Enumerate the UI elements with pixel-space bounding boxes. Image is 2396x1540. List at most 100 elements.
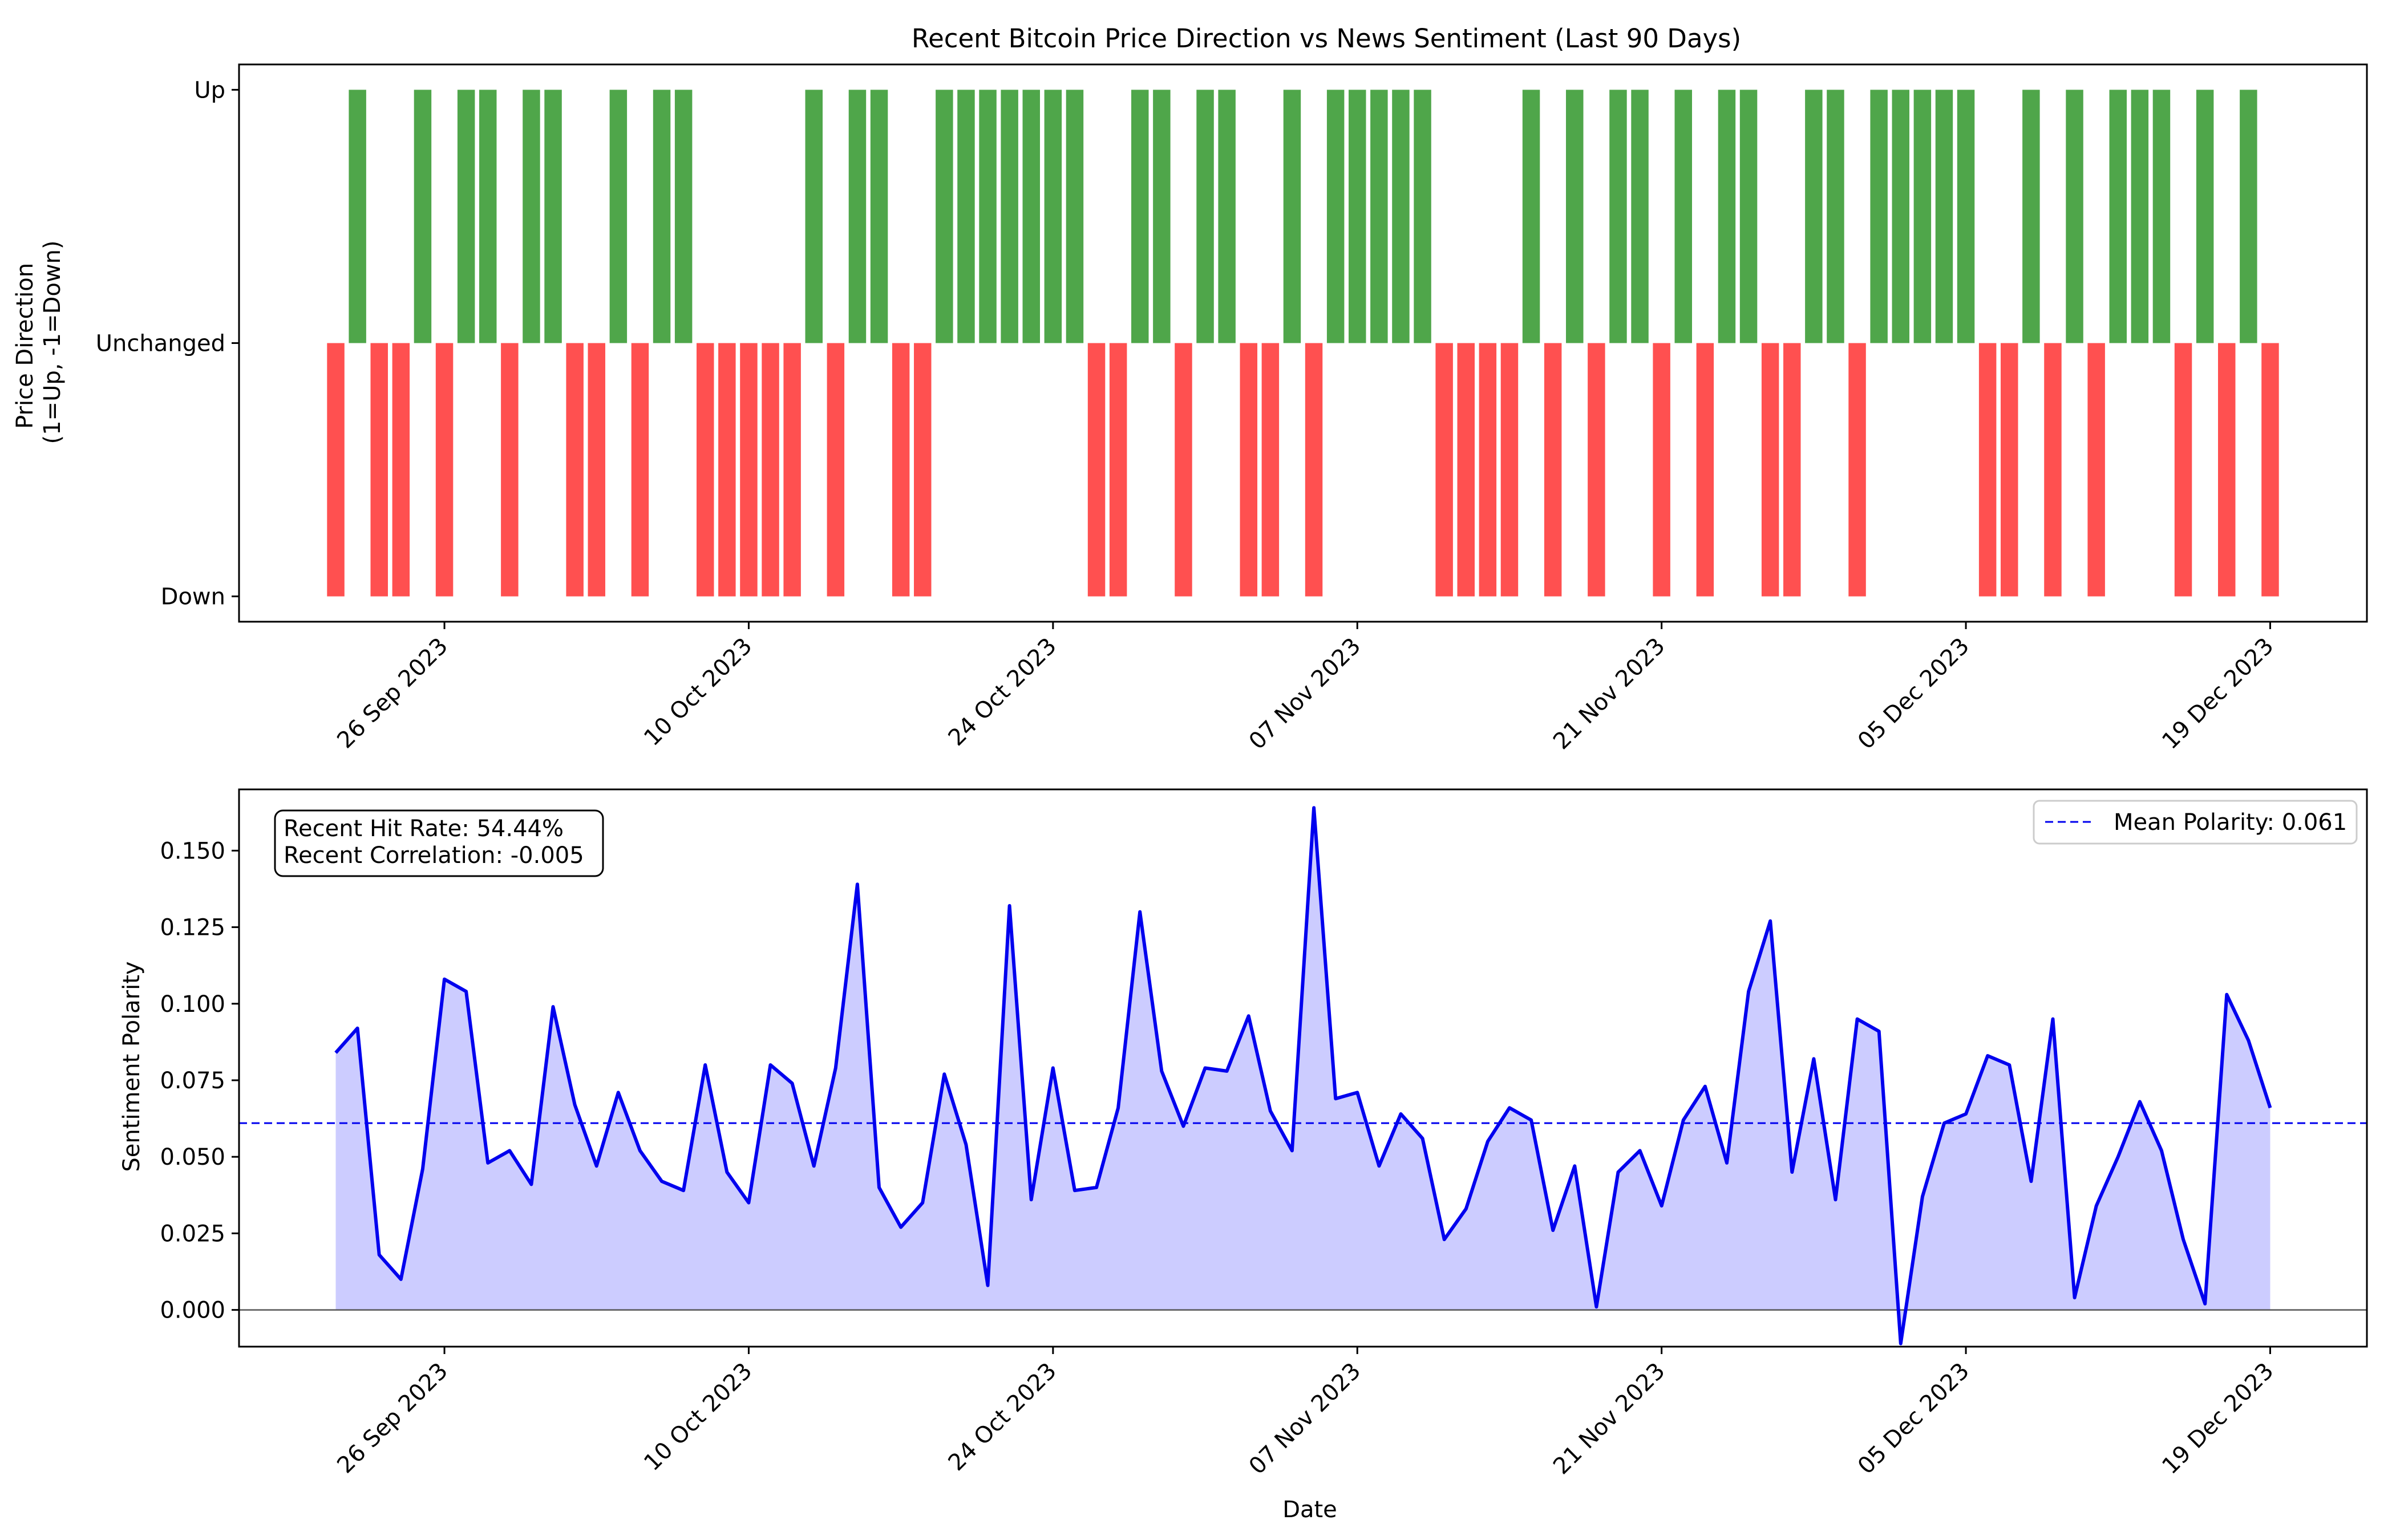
up-bar bbox=[349, 90, 366, 343]
chart-title: Recent Bitcoin Price Direction vs News S… bbox=[912, 23, 1741, 54]
up-bar bbox=[1609, 90, 1627, 343]
top-x-tick-label: 10 Oct 2023 bbox=[639, 633, 757, 751]
down-bar bbox=[327, 343, 345, 597]
up-bar bbox=[1022, 90, 1040, 343]
down-bar bbox=[2261, 343, 2279, 597]
up-bar bbox=[1326, 90, 1345, 343]
bottom-y-axis-label: Sentiment Polarity bbox=[119, 961, 145, 1172]
up-bar bbox=[2152, 90, 2171, 343]
legend-frame bbox=[2033, 800, 2358, 845]
up-bar bbox=[1566, 90, 1584, 343]
up-bar bbox=[523, 90, 540, 343]
up-bar bbox=[1805, 90, 1823, 343]
sentiment-points bbox=[335, 808, 2270, 1344]
up-bar bbox=[1153, 90, 1171, 343]
up-bar bbox=[414, 90, 432, 343]
sentiment-area bbox=[335, 808, 2270, 1344]
bottom-y-axis-ticks: 0.000 0.025 0.050 0.075 0.100 0.125 0.150 bbox=[160, 838, 239, 1324]
up-bar bbox=[1913, 90, 1932, 343]
down-bar bbox=[1696, 343, 1714, 597]
down-bar bbox=[1175, 343, 1192, 597]
correlation-text: Recent Correlation: -0.005 bbox=[284, 842, 584, 869]
up-bar bbox=[479, 90, 497, 343]
up-bar bbox=[653, 90, 671, 343]
bottom-axes-frame bbox=[238, 788, 2368, 1348]
top-x-tick-label: 05 Dec 2023 bbox=[1853, 633, 1974, 755]
down-bar bbox=[2087, 343, 2105, 597]
top-y-axis-label-line-2: (1=Up, -1=Down) bbox=[39, 240, 66, 444]
down-bar bbox=[588, 343, 605, 597]
down-bar bbox=[2174, 343, 2192, 597]
down-bar bbox=[370, 343, 388, 597]
up-bar bbox=[979, 90, 997, 343]
up-bar bbox=[870, 90, 888, 343]
down-bar bbox=[1109, 343, 1127, 597]
up-bar bbox=[1001, 90, 1018, 343]
down-bar bbox=[392, 343, 410, 597]
up-bar bbox=[1827, 90, 1844, 343]
up-bar bbox=[848, 90, 867, 343]
down-bar bbox=[718, 343, 736, 597]
up-bar bbox=[1522, 90, 1540, 343]
price-direction-panel: Recent Bitcoin Price Direction vs News S… bbox=[12, 23, 2368, 755]
bottom-y-tick-label: 0.000 bbox=[160, 1298, 225, 1324]
up-bar bbox=[1414, 90, 1431, 343]
down-bar bbox=[1457, 343, 1475, 597]
top-y-axis-label-line-1: Price Direction bbox=[12, 263, 38, 429]
up-bar bbox=[1066, 90, 1084, 343]
up-bar bbox=[457, 90, 475, 343]
up-bar bbox=[2131, 90, 2149, 343]
bottom-y-tick-label: 0.050 bbox=[160, 1144, 225, 1170]
hit-rate-text: Recent Hit Rate: 54.44% bbox=[284, 816, 564, 842]
up-bar bbox=[2196, 90, 2214, 343]
down-bar bbox=[1978, 343, 1997, 597]
up-bar bbox=[674, 90, 693, 343]
down-bar bbox=[1500, 343, 1519, 597]
up-bar bbox=[805, 90, 823, 343]
top-y-axis-ticks: Up Unchanged Down bbox=[96, 77, 239, 610]
up-bar bbox=[1218, 90, 1236, 343]
sentiment-line bbox=[334, 806, 2272, 1346]
up-bar bbox=[2240, 90, 2257, 343]
down-bar bbox=[1761, 343, 1779, 597]
down-bar bbox=[762, 343, 779, 597]
up-bar bbox=[1892, 90, 1909, 343]
down-bar bbox=[2044, 343, 2062, 597]
down-bar bbox=[2218, 343, 2236, 597]
top-axes-frame bbox=[238, 63, 2368, 623]
down-bar bbox=[892, 343, 910, 597]
up-bar bbox=[609, 90, 628, 343]
up-bar bbox=[544, 90, 562, 343]
down-bar bbox=[1087, 343, 1106, 597]
top-x-tick-label: 07 Nov 2023 bbox=[1244, 633, 1366, 755]
down-bar bbox=[1479, 343, 1497, 597]
bottom-x-tick-label: 05 Dec 2023 bbox=[1853, 1358, 1974, 1480]
bottom-x-tick-label: 19 Dec 2023 bbox=[2157, 1358, 2278, 1480]
down-bar bbox=[1261, 343, 1280, 597]
down-bar bbox=[1783, 343, 1801, 597]
down-bar bbox=[631, 343, 649, 597]
down-bar bbox=[2001, 343, 2018, 597]
up-bar bbox=[1935, 90, 1953, 343]
up-bar bbox=[1370, 90, 1388, 343]
bottom-y-tick-label: 0.025 bbox=[160, 1221, 225, 1247]
bottom-y-tick-label: 0.075 bbox=[160, 1068, 225, 1094]
top-y-tick-label: Down bbox=[161, 584, 225, 610]
top-y-tick-label: Unchanged bbox=[96, 331, 225, 357]
up-bar bbox=[2066, 90, 2083, 343]
down-bar bbox=[1848, 343, 1866, 597]
down-bar bbox=[1588, 343, 1605, 597]
bottom-y-tick-label: 0.125 bbox=[160, 915, 225, 941]
bottom-y-tick-label: 0.150 bbox=[160, 838, 225, 864]
x-axis-label: Date bbox=[1282, 1497, 1337, 1523]
price-direction-bars bbox=[327, 90, 2279, 597]
top-y-axis-label: Price Direction (1=Up, -1=Down) bbox=[12, 240, 66, 444]
top-x-axis-ticks: 26 Sep 2023 10 Oct 2023 24 Oct 2023 07 Nov … bbox=[332, 622, 2279, 755]
down-bar bbox=[1435, 343, 1453, 597]
top-x-tick-label: 26 Sep 2023 bbox=[332, 633, 453, 754]
down-bar bbox=[740, 343, 758, 597]
up-bar bbox=[936, 90, 953, 343]
up-bar bbox=[1283, 90, 1301, 343]
down-bar bbox=[1240, 343, 1257, 597]
